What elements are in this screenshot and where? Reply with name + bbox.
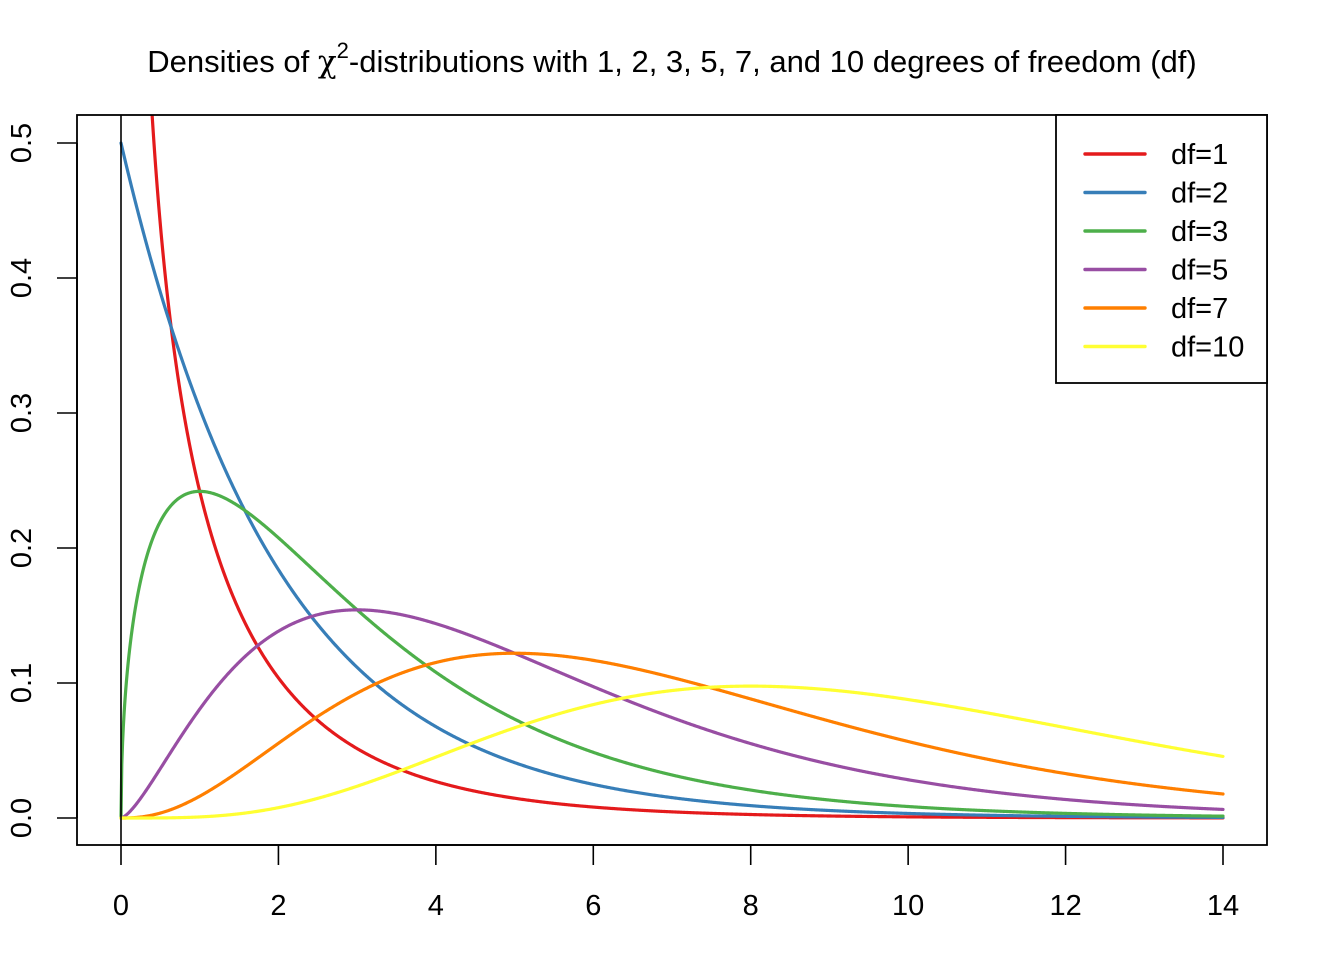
y-tick-label: 0.3 xyxy=(6,393,38,433)
curve-df-2 xyxy=(119,141,1225,819)
title-prefix: Densities of xyxy=(147,44,318,79)
density-curves xyxy=(119,115,1225,820)
curve-df-10 xyxy=(119,684,1225,820)
legend-box xyxy=(1055,114,1268,384)
title-superscript: 2 xyxy=(337,38,349,63)
x-tick-label: 4 xyxy=(428,890,444,922)
legend-label: df=10 xyxy=(1171,332,1244,364)
legend-label: df=1 xyxy=(1171,139,1228,171)
x-tick-label: 14 xyxy=(1207,890,1239,922)
chart-title: Densities of χ2-distributions with 1, 2,… xyxy=(147,38,1196,80)
legend-label: df=5 xyxy=(1171,255,1228,287)
y-axis: 0.0 0.1 0.2 0.3 0.4 0.5 xyxy=(6,123,78,838)
y-tick-label: 0.1 xyxy=(6,663,38,703)
curve-df-5 xyxy=(119,608,1225,820)
legend-item-df-1: df=1 xyxy=(1083,139,1228,171)
x-tick-label: 6 xyxy=(585,890,601,922)
title-suffix: -distributions with 1, 2, 3, 5, 7, and 1… xyxy=(349,44,1197,79)
legend-item-df-5: df=5 xyxy=(1083,255,1228,287)
x-tick-label: 8 xyxy=(743,890,759,922)
y-tick-label: 0.0 xyxy=(6,798,38,838)
curve-df-7 xyxy=(119,651,1225,820)
x-tick-label: 10 xyxy=(892,890,924,922)
legend-label: df=7 xyxy=(1171,293,1228,325)
x-axis: 0 2 4 6 8 10 12 14 xyxy=(113,844,1239,922)
legend-label: df=3 xyxy=(1171,216,1228,248)
y-tick-label: 0.4 xyxy=(6,258,38,298)
y-tick-label: 0.5 xyxy=(6,123,38,163)
curve-df-3 xyxy=(119,489,1225,820)
legend-item-df-7: df=7 xyxy=(1083,293,1228,325)
legend-label: df=2 xyxy=(1171,178,1228,210)
title-chi-symbol: χ xyxy=(318,44,337,80)
y-tick-label: 0.2 xyxy=(6,528,38,568)
x-tick-label: 0 xyxy=(113,890,129,922)
legend-item-df-2: df=2 xyxy=(1083,178,1228,210)
legend: df=1 df=2 df=3 df=5 df=7 df=10 xyxy=(1055,114,1268,384)
x-tick-label: 12 xyxy=(1049,890,1081,922)
legend-item-df-3: df=3 xyxy=(1083,216,1228,248)
plot-area xyxy=(76,114,1268,846)
x-tick-label: 2 xyxy=(270,890,286,922)
legend-item-df-10: df=10 xyxy=(1083,332,1244,364)
